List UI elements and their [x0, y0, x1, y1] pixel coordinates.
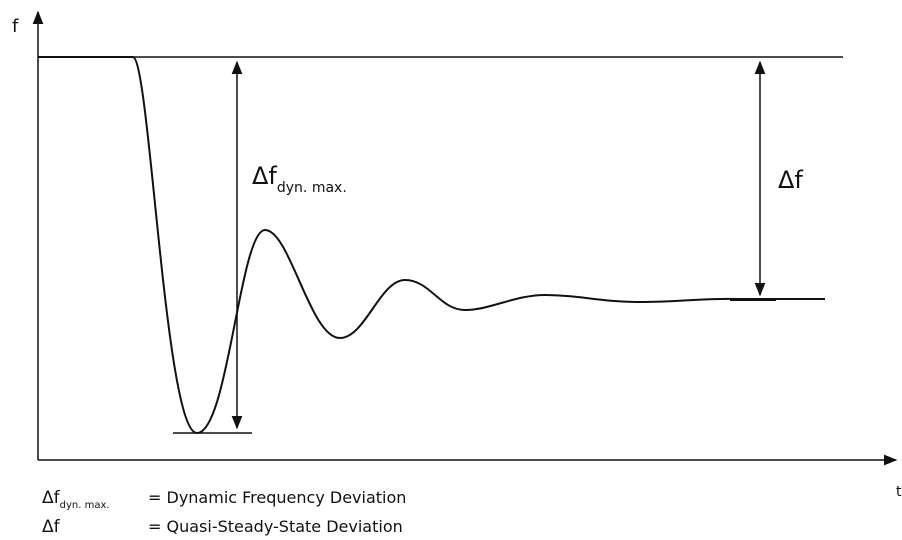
dynamic-symbol: Δf [252, 162, 277, 190]
legend-symbol: Δf [42, 488, 61, 508]
frequency-curve [38, 56, 825, 435]
legend-definition: = Quasi-Steady-State Deviation [148, 517, 403, 536]
dynamic-subscript: dyn. max. [277, 180, 347, 196]
y-axis-label: f [12, 16, 19, 37]
steady-label: Δf [778, 166, 803, 194]
legend-definition: = Dynamic Frequency Deviation [148, 488, 406, 507]
dynamic-label: Δfdyn. max. [252, 162, 347, 196]
legend-term: Δf [42, 517, 61, 537]
legend-term: Δfdyn. max. [42, 488, 110, 511]
legend-subscript: dyn. max. [60, 500, 110, 511]
x-axis-label: t [896, 484, 902, 500]
